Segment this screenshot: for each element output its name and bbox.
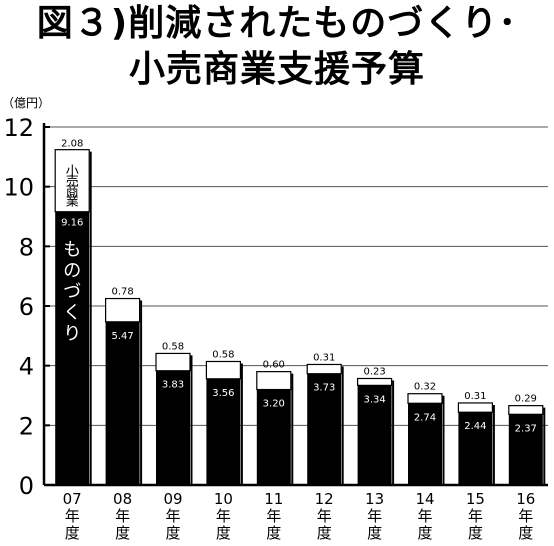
y-axis-unit-label: （億円） <box>2 96 51 110</box>
bar-kouri-5 <box>306 363 342 375</box>
data-label-monozukuri-2: 3.83 <box>162 380 184 391</box>
bar-monozukuri-1 <box>105 321 140 485</box>
bar-monozukuri-9 <box>508 414 543 485</box>
inner-label-monozukuri-char-0: も <box>63 240 81 261</box>
x-tick-label-4-1: 年 <box>266 507 281 525</box>
x-tick-label-8-2: 度 <box>468 524 483 542</box>
inner-label-kouri-char-1: 売 <box>66 174 79 190</box>
inner-label-kouri-char-3: 業 <box>66 194 79 210</box>
x-tick-label-6-0: 13 <box>365 490 384 508</box>
bar-monozukuri-6 <box>357 385 392 485</box>
x-tick-label-2-0: 09 <box>163 490 182 508</box>
data-label-monozukuri-5: 3.73 <box>313 383 335 394</box>
x-tick-label-9-2: 度 <box>518 524 533 542</box>
data-label-monozukuri-9: 2.37 <box>515 423 537 434</box>
inner-label-monozukuri-char-2: づ <box>63 282 81 303</box>
bar-monozukuri-4 <box>256 389 291 485</box>
data-label-kouri-8: 0.31 <box>464 391 486 402</box>
x-tick-label-7-1: 年 <box>417 507 432 525</box>
bar-monozukuri-5 <box>307 373 342 485</box>
data-label-kouri-3: 0.58 <box>212 349 234 360</box>
x-tick-label-5-1: 年 <box>317 507 332 525</box>
x-tick-label-5-2: 度 <box>317 524 332 542</box>
data-label-monozukuri-8: 2.44 <box>464 421 486 432</box>
bar-monozukuri-8 <box>458 412 493 485</box>
x-tick-label-7-2: 度 <box>417 524 432 542</box>
chart-title-line-2: 小売商業支援予算 <box>128 49 425 90</box>
y-tick-label-12: 12 <box>3 114 34 142</box>
data-label-monozukuri-3: 3.56 <box>212 388 234 399</box>
y-tick-label-2: 2 <box>19 412 34 440</box>
bar-kouri-4 <box>256 371 292 391</box>
x-tick-label-9-0: 16 <box>516 490 535 508</box>
data-label-kouri-1: 0.78 <box>111 287 133 298</box>
x-tick-label-1-0: 08 <box>113 490 132 508</box>
x-tick-label-6-1: 年 <box>367 507 382 525</box>
x-tick-label-8-1: 年 <box>468 507 483 525</box>
data-label-monozukuri-0: 9.16 <box>61 218 83 229</box>
chart-title-line-1: 図３)削減されたものづくり･ <box>36 3 518 44</box>
data-label-monozukuri-1: 5.47 <box>111 331 133 342</box>
x-tick-label-0-0: 07 <box>63 490 82 508</box>
data-label-monozukuri-6: 3.34 <box>363 394 385 405</box>
inner-label-monozukuri-char-1: の <box>63 261 81 282</box>
x-tick-label-7-0: 14 <box>415 490 434 508</box>
y-tick-label-8: 8 <box>19 233 34 261</box>
x-tick-label-4-2: 度 <box>266 524 281 542</box>
x-tick-label-9-1: 年 <box>518 507 533 525</box>
bar-monozukuri-2 <box>156 370 190 485</box>
x-tick-label-3-2: 度 <box>216 524 231 542</box>
data-label-kouri-7: 0.32 <box>414 382 436 393</box>
inner-label-monozukuri-char-4: り <box>63 324 81 345</box>
x-tick-label-3-0: 10 <box>214 490 233 508</box>
x-tick-label-2-1: 年 <box>165 507 180 525</box>
data-label-kouri-5: 0.31 <box>313 352 335 363</box>
data-label-monozukuri-7: 2.74 <box>414 412 436 423</box>
x-tick-label-1-1: 年 <box>115 507 130 525</box>
bar-monozukuri-0 <box>55 211 90 485</box>
data-label-monozukuri-4: 3.20 <box>263 399 285 410</box>
x-tick-label-2-2: 度 <box>165 524 180 542</box>
x-tick-label-0-2: 度 <box>65 524 80 542</box>
bar-monozukuri-3 <box>206 378 241 485</box>
x-tick-label-5-0: 12 <box>315 490 334 508</box>
x-tick-label-1-2: 度 <box>115 524 130 542</box>
y-tick-label-6: 6 <box>19 293 34 321</box>
data-label-kouri-9: 0.29 <box>515 394 537 405</box>
data-label-kouri-6: 0.23 <box>363 366 385 377</box>
data-label-kouri-2: 0.58 <box>162 341 184 352</box>
y-tick-label-0: 0 <box>19 472 34 500</box>
bar-kouri-8 <box>457 402 493 413</box>
bar-monozukuri-7 <box>408 403 442 485</box>
bar-kouri-6 <box>357 377 393 386</box>
y-tick-label-4: 4 <box>19 353 34 381</box>
inner-label-monozukuri-char-3: く <box>63 303 81 324</box>
x-tick-label-3-1: 年 <box>216 507 231 525</box>
bar-kouri-3 <box>205 360 241 380</box>
x-tick-label-8-0: 15 <box>466 490 485 508</box>
x-tick-label-0-1: 年 <box>65 507 80 525</box>
data-label-kouri-0: 2.08 <box>61 139 83 150</box>
bar-kouri-1 <box>104 297 141 323</box>
bar-kouri-0 <box>54 149 90 213</box>
bar-kouri-7 <box>407 393 443 404</box>
bar-kouri-2 <box>155 352 191 372</box>
inner-label-kouri-char-2: 商 <box>66 185 79 200</box>
data-label-kouri-4: 0.60 <box>263 360 285 371</box>
inner-label-kouri-char-0: 小 <box>66 165 79 180</box>
x-tick-label-6-2: 度 <box>367 524 382 542</box>
x-tick-label-4-0: 11 <box>264 490 283 508</box>
y-tick-label-10: 10 <box>3 174 34 202</box>
bar-kouri-9 <box>508 405 544 415</box>
